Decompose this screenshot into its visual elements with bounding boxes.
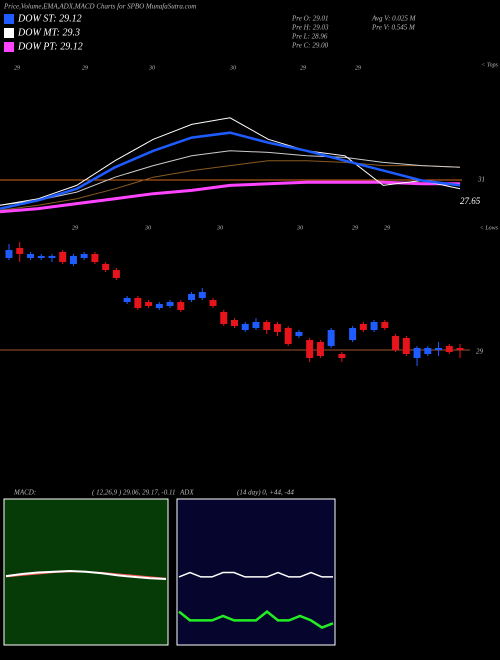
candle-body [263,322,271,330]
candle-body [252,322,260,328]
candle-body [327,330,335,346]
x-tick-label: 30 [229,65,236,71]
series-line [178,571,333,578]
candle-body [102,264,110,270]
candle-body [155,304,163,308]
legend-swatch [4,28,14,38]
candle-body [424,348,432,354]
candle-body [112,270,120,278]
x-tick-label: 29 [14,65,20,71]
candle-body [59,252,67,262]
series-line [178,609,334,629]
candle-body [435,348,443,350]
legend-swatch [4,42,14,52]
stat-label: Pre V: 0.545 M [371,24,416,32]
candle-body [284,328,292,344]
candle-body [177,302,185,310]
panel-title: MACD: [13,489,36,497]
series-line [5,569,167,580]
right-label: 31 [477,176,485,184]
candle-body [69,256,77,264]
series-line [0,131,461,210]
chart-title: Price,Volume,EMA,ADX,MACD Charts for SPB… [3,3,196,11]
candle-body [456,348,464,350]
x-tick-label: 29 [300,65,306,71]
x-tick-label: 29 [82,65,88,71]
x-tick-label: 30 [148,65,155,71]
candle-body [26,254,34,258]
candle-body [48,256,56,258]
legend-label: DOW PT: 29.12 [17,41,83,52]
candle-body [241,324,249,330]
x-tick-label: 30 [296,225,303,231]
candle-body [445,346,453,352]
stat-label: Pre O: 29.01 [291,15,328,23]
x-tick-label: 30 [144,225,151,231]
candle-body [209,300,217,306]
legend-swatch [4,14,14,24]
corner-label: < Tops [481,62,498,68]
x-tick-label: 29 [355,65,361,71]
candle-body [413,348,421,358]
right-label: 27.65 [460,196,481,206]
legend-label: DOW MT: 29.3 [17,27,80,38]
candle-body [316,342,324,356]
panel-title: ADX [179,489,194,497]
stat-label: Avg V: 0.025 M [371,15,417,23]
candle-body [295,332,303,336]
x-tick-label: 29 [384,225,390,231]
candle-body [188,294,196,300]
candle-body [370,322,378,330]
candle-body [145,302,153,306]
stat-label: Pre C: 29.00 [291,42,329,50]
x-tick-label: 29 [352,225,358,231]
x-tick-label: 29 [72,225,78,231]
candle-body [37,256,45,258]
candle-body [220,312,228,324]
series-line [0,180,460,214]
candle-body [381,322,389,328]
series-line [0,160,461,211]
candle-body [273,324,281,332]
candle-body [166,302,174,306]
candle-body [134,298,142,308]
series-line [0,117,461,206]
stat-label: Pre H: 29.03 [291,24,329,32]
candle-body [231,320,238,326]
stat-label: Pre L: 28.96 [291,33,328,41]
candle-body [80,254,88,258]
candle-body [5,250,13,258]
candle-body [402,338,410,354]
candle-body [198,292,206,298]
candle-body [91,254,99,262]
candle-body [392,336,400,350]
panel-subtitle: ( 12,26,9 ) 29.06, 29.17, -0.11 [92,489,175,497]
candle-body [338,354,346,358]
candle-body [16,248,24,254]
corner-label: < Lows [480,225,499,231]
candle-body [359,324,367,330]
y-tick-label: 29 [476,348,484,356]
candle-body [123,298,131,302]
legend-label: DOW ST: 29.12 [17,13,82,24]
x-tick-label: 30 [216,225,223,231]
candle-body [349,328,357,340]
candle-body [306,340,314,358]
series-line [0,150,461,206]
panel-subtitle: (14 day) 0, +44, -44 [237,489,294,497]
